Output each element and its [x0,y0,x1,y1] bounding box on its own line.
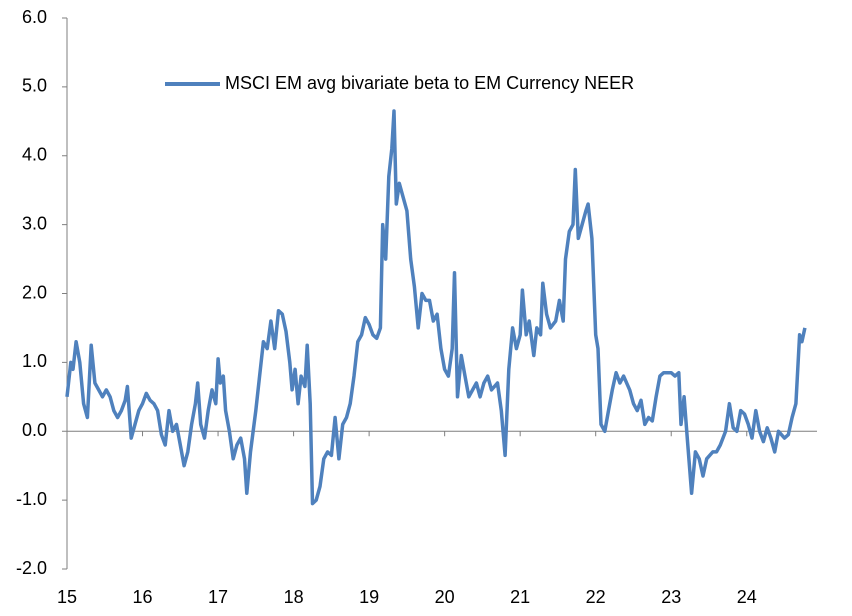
x-tick-label: 19 [359,587,379,607]
x-tick-label: 23 [661,587,681,607]
y-tick-label: 5.0 [22,76,47,96]
x-tick-label: 20 [435,587,455,607]
x-tick-label: 17 [208,587,228,607]
x-tick-label: 21 [510,587,530,607]
x-tick-label: 15 [57,587,77,607]
y-tick-label: 1.0 [22,351,47,371]
legend-label: MSCI EM avg bivariate beta to EM Currenc… [225,73,634,93]
x-tick-label: 24 [737,587,757,607]
y-tick-label: 3.0 [22,213,47,233]
x-tick-label: 22 [586,587,606,607]
y-tick-label: 2.0 [22,282,47,302]
y-tick-label: 6.0 [22,7,47,27]
y-tick-label: -2.0 [16,558,47,578]
x-tick-label: 18 [284,587,304,607]
y-tick-label: 0.0 [22,420,47,440]
x-tick-label: 16 [133,587,153,607]
y-tick-label: -1.0 [16,489,47,509]
y-tick-label: 4.0 [22,145,47,165]
data-line [65,109,807,506]
